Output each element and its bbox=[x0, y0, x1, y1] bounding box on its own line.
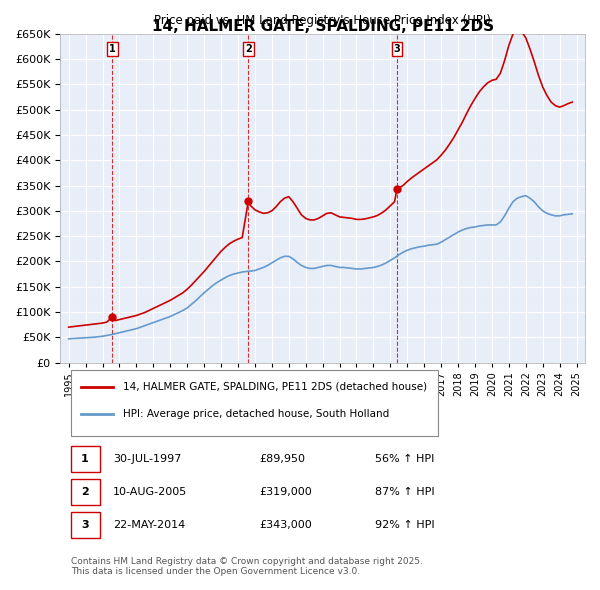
Text: 10-AUG-2005: 10-AUG-2005 bbox=[113, 487, 187, 497]
Text: 14, HALMER GATE, SPALDING, PE11 2DS (detached house): 14, HALMER GATE, SPALDING, PE11 2DS (det… bbox=[123, 382, 427, 392]
Text: 22-MAY-2014: 22-MAY-2014 bbox=[113, 520, 185, 530]
Text: £319,000: £319,000 bbox=[260, 487, 313, 497]
Text: HPI: Average price, detached house, South Holland: HPI: Average price, detached house, Sout… bbox=[123, 409, 389, 419]
Text: Contains HM Land Registry data © Crown copyright and database right 2025.
This d: Contains HM Land Registry data © Crown c… bbox=[71, 557, 422, 576]
Text: 3: 3 bbox=[81, 520, 89, 530]
Text: 87% ↑ HPI: 87% ↑ HPI bbox=[375, 487, 435, 497]
Text: 3: 3 bbox=[394, 44, 400, 54]
Text: Price paid vs. HM Land Registry's House Price Index (HPI): Price paid vs. HM Land Registry's House … bbox=[154, 14, 491, 27]
Text: 1: 1 bbox=[81, 454, 89, 464]
Text: 2: 2 bbox=[245, 44, 251, 54]
Text: £343,000: £343,000 bbox=[260, 520, 313, 530]
FancyBboxPatch shape bbox=[71, 512, 100, 538]
Text: £89,950: £89,950 bbox=[260, 454, 305, 464]
FancyBboxPatch shape bbox=[71, 445, 100, 471]
Text: 92% ↑ HPI: 92% ↑ HPI bbox=[375, 520, 435, 530]
FancyBboxPatch shape bbox=[71, 370, 438, 437]
Text: 30-JUL-1997: 30-JUL-1997 bbox=[113, 454, 181, 464]
Text: 2: 2 bbox=[81, 487, 89, 497]
FancyBboxPatch shape bbox=[71, 479, 100, 505]
Title: 14, HALMER GATE, SPALDING, PE11 2DS: 14, HALMER GATE, SPALDING, PE11 2DS bbox=[152, 19, 494, 34]
Text: 56% ↑ HPI: 56% ↑ HPI bbox=[375, 454, 434, 464]
Text: 1: 1 bbox=[109, 44, 116, 54]
